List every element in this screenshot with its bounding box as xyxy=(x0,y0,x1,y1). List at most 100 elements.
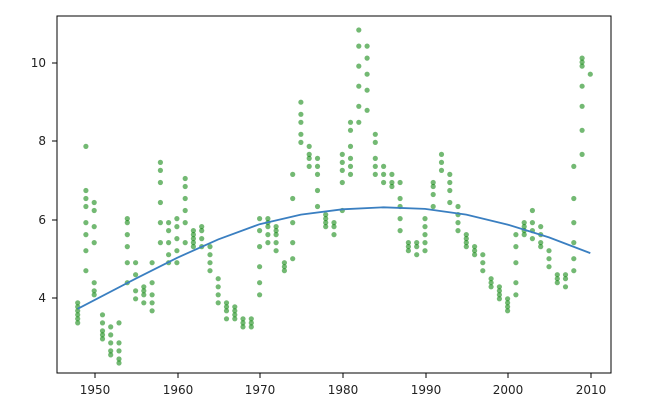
scatter-point xyxy=(571,195,577,202)
scatter-point xyxy=(207,260,213,266)
scatter-point xyxy=(157,220,163,226)
scatter-point xyxy=(116,348,122,354)
scatter-point xyxy=(83,248,89,254)
scatter-point xyxy=(240,320,246,326)
scatter-point xyxy=(182,183,188,190)
scatter-point xyxy=(331,224,337,230)
scatter-point xyxy=(75,312,81,318)
scatter-point xyxy=(199,228,205,234)
y-axis: 4 6 8 10 xyxy=(31,56,57,305)
scatter-point xyxy=(372,131,378,137)
scatter-point xyxy=(356,83,362,89)
scatter-point xyxy=(174,260,180,266)
scatter-point xyxy=(232,308,238,314)
scatter-point xyxy=(414,252,420,258)
scatter-point xyxy=(190,232,196,238)
scatter-point xyxy=(513,232,519,238)
scatter-point xyxy=(513,280,519,286)
axes-frame xyxy=(56,15,612,374)
scatter-point xyxy=(306,151,312,157)
scatter-point xyxy=(521,232,527,238)
scatter-point xyxy=(75,300,81,306)
scatter-point xyxy=(554,276,560,282)
scatter-point xyxy=(381,179,387,186)
scatter-point xyxy=(190,244,196,250)
scatter-point xyxy=(538,240,544,246)
scatter-point xyxy=(223,308,230,314)
scatter-point xyxy=(339,179,345,186)
scatter-point xyxy=(472,252,478,258)
scatter-point xyxy=(347,155,354,161)
scatter-point xyxy=(422,232,428,238)
scatter-point xyxy=(157,240,163,246)
scatter-point xyxy=(124,220,130,226)
scatter-point xyxy=(323,220,329,226)
scatter-point xyxy=(273,248,279,254)
scatter-point xyxy=(75,316,81,322)
scatter-point xyxy=(463,232,469,238)
scatter-point xyxy=(430,179,436,186)
scatter-point xyxy=(529,220,536,226)
y-tick-label-6: 6 xyxy=(38,213,46,227)
scatter-point xyxy=(265,224,271,230)
scatter-point xyxy=(273,232,279,238)
scatter-point xyxy=(554,280,560,286)
scatter-point xyxy=(339,151,345,157)
scatter-point xyxy=(133,288,139,294)
x-tick-label-1950: 1950 xyxy=(80,383,111,397)
scatter-point xyxy=(323,224,329,230)
scatter-point xyxy=(505,304,511,310)
scatter-point xyxy=(298,111,304,117)
scatter-point xyxy=(83,268,89,274)
scatter-point xyxy=(141,292,147,298)
scatter-point xyxy=(290,171,296,177)
x-tick-label-1990: 1990 xyxy=(411,383,442,397)
scatter-point xyxy=(356,27,362,33)
scatter-point xyxy=(579,103,585,109)
scatter-point xyxy=(306,155,312,161)
scatter-point xyxy=(430,203,436,210)
scatter-point xyxy=(265,232,271,238)
scatter-point xyxy=(579,83,585,89)
scatter-point xyxy=(99,336,106,342)
scatter-point xyxy=(248,320,254,326)
scatter-point xyxy=(223,304,230,310)
scatter-point xyxy=(331,220,337,226)
scatter-point xyxy=(166,220,172,226)
scatter-point xyxy=(248,316,254,322)
scatter-point xyxy=(339,159,345,165)
scatter-points xyxy=(75,27,593,366)
scatter-point xyxy=(91,280,97,286)
scatter-point xyxy=(579,63,585,69)
scatter-point xyxy=(108,332,114,338)
scatter-point xyxy=(91,288,97,294)
scatter-point xyxy=(290,256,296,262)
scatter-point xyxy=(314,187,321,194)
scatter-point xyxy=(546,264,552,270)
scatter-point xyxy=(405,240,411,246)
scatter-point xyxy=(463,244,469,250)
scatter-point xyxy=(397,216,403,222)
scatter-point xyxy=(323,216,329,222)
plot-area xyxy=(75,27,593,366)
scatter-point xyxy=(381,163,387,169)
scatter-point xyxy=(91,240,97,246)
scatter-point xyxy=(571,240,577,246)
scatter-point xyxy=(124,216,130,222)
scatter-point xyxy=(207,252,213,258)
scatter-point xyxy=(496,296,502,302)
scatter-point xyxy=(314,163,321,169)
scatter-point xyxy=(538,244,544,250)
scatter-point xyxy=(571,256,577,262)
scatter-point xyxy=(298,99,304,105)
scatter-point xyxy=(455,228,461,234)
scatter-point xyxy=(232,304,238,310)
scatter-point xyxy=(314,155,321,161)
scatter-point xyxy=(232,316,238,322)
scatter-point xyxy=(505,296,511,302)
scatter-point xyxy=(83,203,89,210)
scatter-point xyxy=(579,59,585,65)
scatter-point xyxy=(133,272,139,278)
scatter-point xyxy=(347,127,354,133)
